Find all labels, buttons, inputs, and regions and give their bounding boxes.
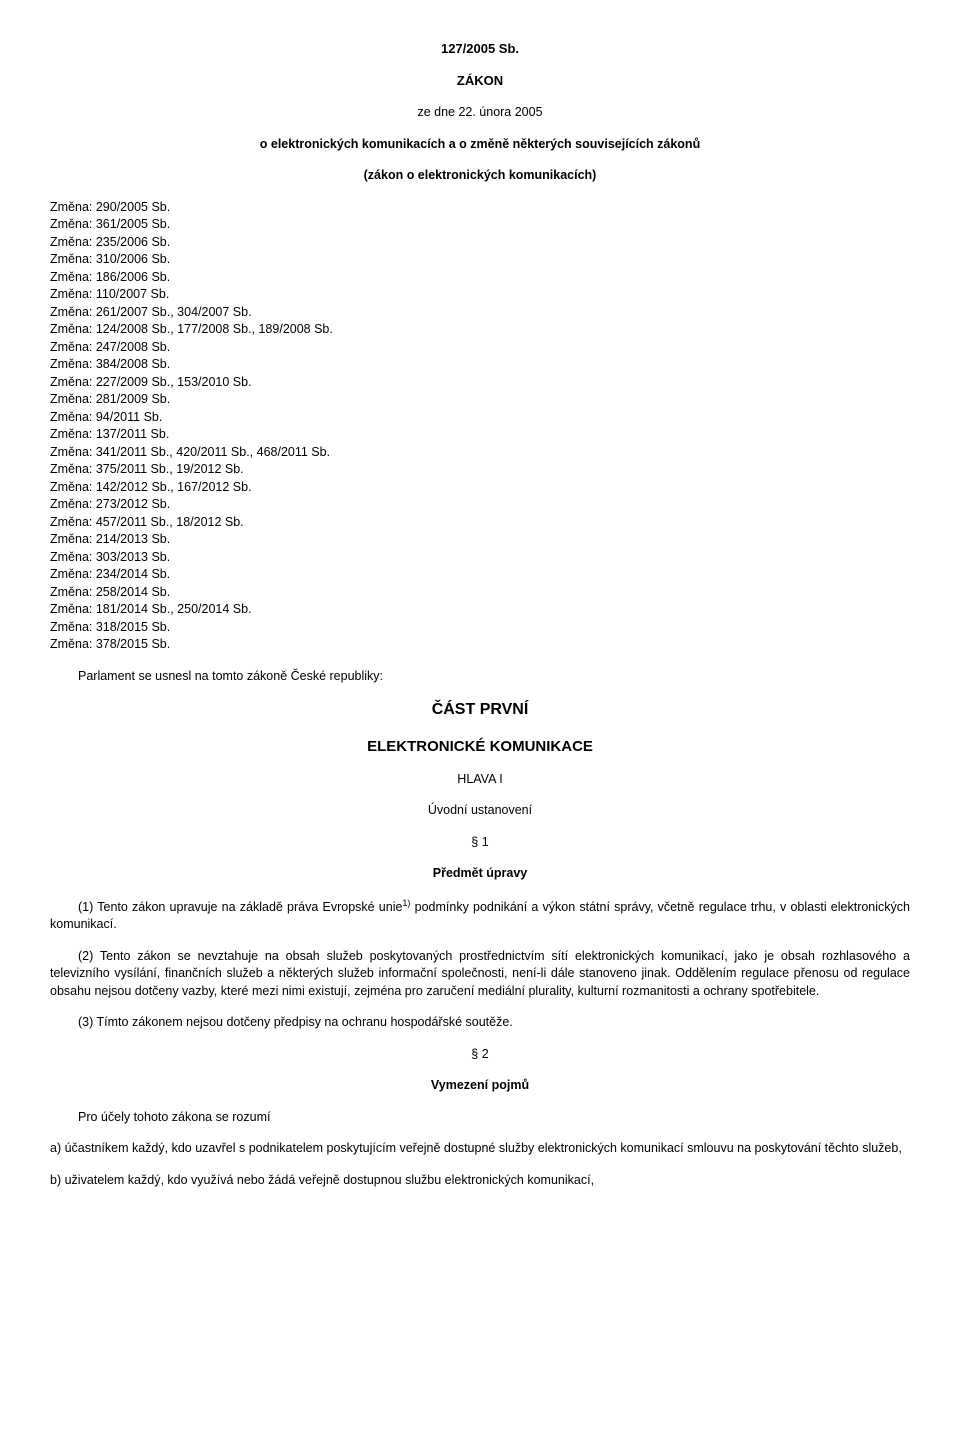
change-item: Změna: 181/2014 Sb., 250/2014 Sb.	[50, 601, 910, 619]
change-item: Změna: 234/2014 Sb.	[50, 566, 910, 584]
change-item: Změna: 375/2011 Sb., 19/2012 Sb.	[50, 461, 910, 479]
s2-intro: Pro účely tohoto zákona se rozumí	[50, 1109, 910, 1127]
changes-list: Změna: 290/2005 Sb. Změna: 361/2005 Sb. …	[50, 199, 910, 654]
change-item: Změna: 124/2008 Sb., 177/2008 Sb., 189/2…	[50, 321, 910, 339]
change-item: Změna: 290/2005 Sb.	[50, 199, 910, 217]
s1-p2: (2) Tento zákon se nevztahuje na obsah s…	[50, 948, 910, 1001]
hlava-label: HLAVA I	[50, 771, 910, 789]
part-title: ELEKTRONICKÉ KOMUNIKACE	[50, 736, 910, 757]
change-item: Změna: 94/2011 Sb.	[50, 409, 910, 427]
change-item: Změna: 258/2014 Sb.	[50, 584, 910, 602]
uvodni-label: Úvodní ustanovení	[50, 802, 910, 820]
change-item: Změna: 361/2005 Sb.	[50, 216, 910, 234]
parliament-line: Parlament se usnesl na tomto zákoně Česk…	[50, 668, 910, 686]
change-item: Změna: 457/2011 Sb., 18/2012 Sb.	[50, 514, 910, 532]
doc-date: ze dne 22. února 2005	[50, 104, 910, 122]
change-item: Změna: 137/2011 Sb.	[50, 426, 910, 444]
change-item: Změna: 341/2011 Sb., 420/2011 Sb., 468/2…	[50, 444, 910, 462]
change-item: Změna: 310/2006 Sb.	[50, 251, 910, 269]
s2-a: a) účastníkem každý, kdo uzavřel s podni…	[50, 1140, 910, 1158]
change-item: Změna: 281/2009 Sb.	[50, 391, 910, 409]
doc-paren: (zákon o elektronických komunikacích)	[50, 167, 910, 185]
doc-zakon: ZÁKON	[50, 72, 910, 90]
change-item: Změna: 261/2007 Sb., 304/2007 Sb.	[50, 304, 910, 322]
part-label: ČÁST PRVNÍ	[50, 699, 910, 721]
change-item: Změna: 142/2012 Sb., 167/2012 Sb.	[50, 479, 910, 497]
change-item: Změna: 235/2006 Sb.	[50, 234, 910, 252]
s2-num: § 2	[50, 1046, 910, 1064]
change-item: Změna: 273/2012 Sb.	[50, 496, 910, 514]
doc-number: 127/2005 Sb.	[50, 40, 910, 58]
s1-p3: (3) Tímto zákonem nejsou dotčeny předpis…	[50, 1014, 910, 1032]
change-item: Změna: 227/2009 Sb., 153/2010 Sb.	[50, 374, 910, 392]
change-item: Změna: 318/2015 Sb.	[50, 619, 910, 637]
change-item: Změna: 186/2006 Sb.	[50, 269, 910, 287]
doc-subject: o elektronických komunikacích a o změně …	[50, 136, 910, 154]
s1-heading: Předmět úpravy	[50, 865, 910, 883]
change-item: Změna: 384/2008 Sb.	[50, 356, 910, 374]
change-item: Změna: 110/2007 Sb.	[50, 286, 910, 304]
s1-num: § 1	[50, 834, 910, 852]
change-item: Změna: 303/2013 Sb.	[50, 549, 910, 567]
s1-p1: (1) Tento zákon upravuje na základě práv…	[50, 897, 910, 934]
s2-b: b) uživatelem každý, kdo využívá nebo žá…	[50, 1172, 910, 1190]
s1-p1-a: (1) Tento zákon upravuje na základě práv…	[78, 900, 402, 914]
s2-heading: Vymezení pojmů	[50, 1077, 910, 1095]
change-item: Změna: 247/2008 Sb.	[50, 339, 910, 357]
change-item: Změna: 378/2015 Sb.	[50, 636, 910, 654]
change-item: Změna: 214/2013 Sb.	[50, 531, 910, 549]
